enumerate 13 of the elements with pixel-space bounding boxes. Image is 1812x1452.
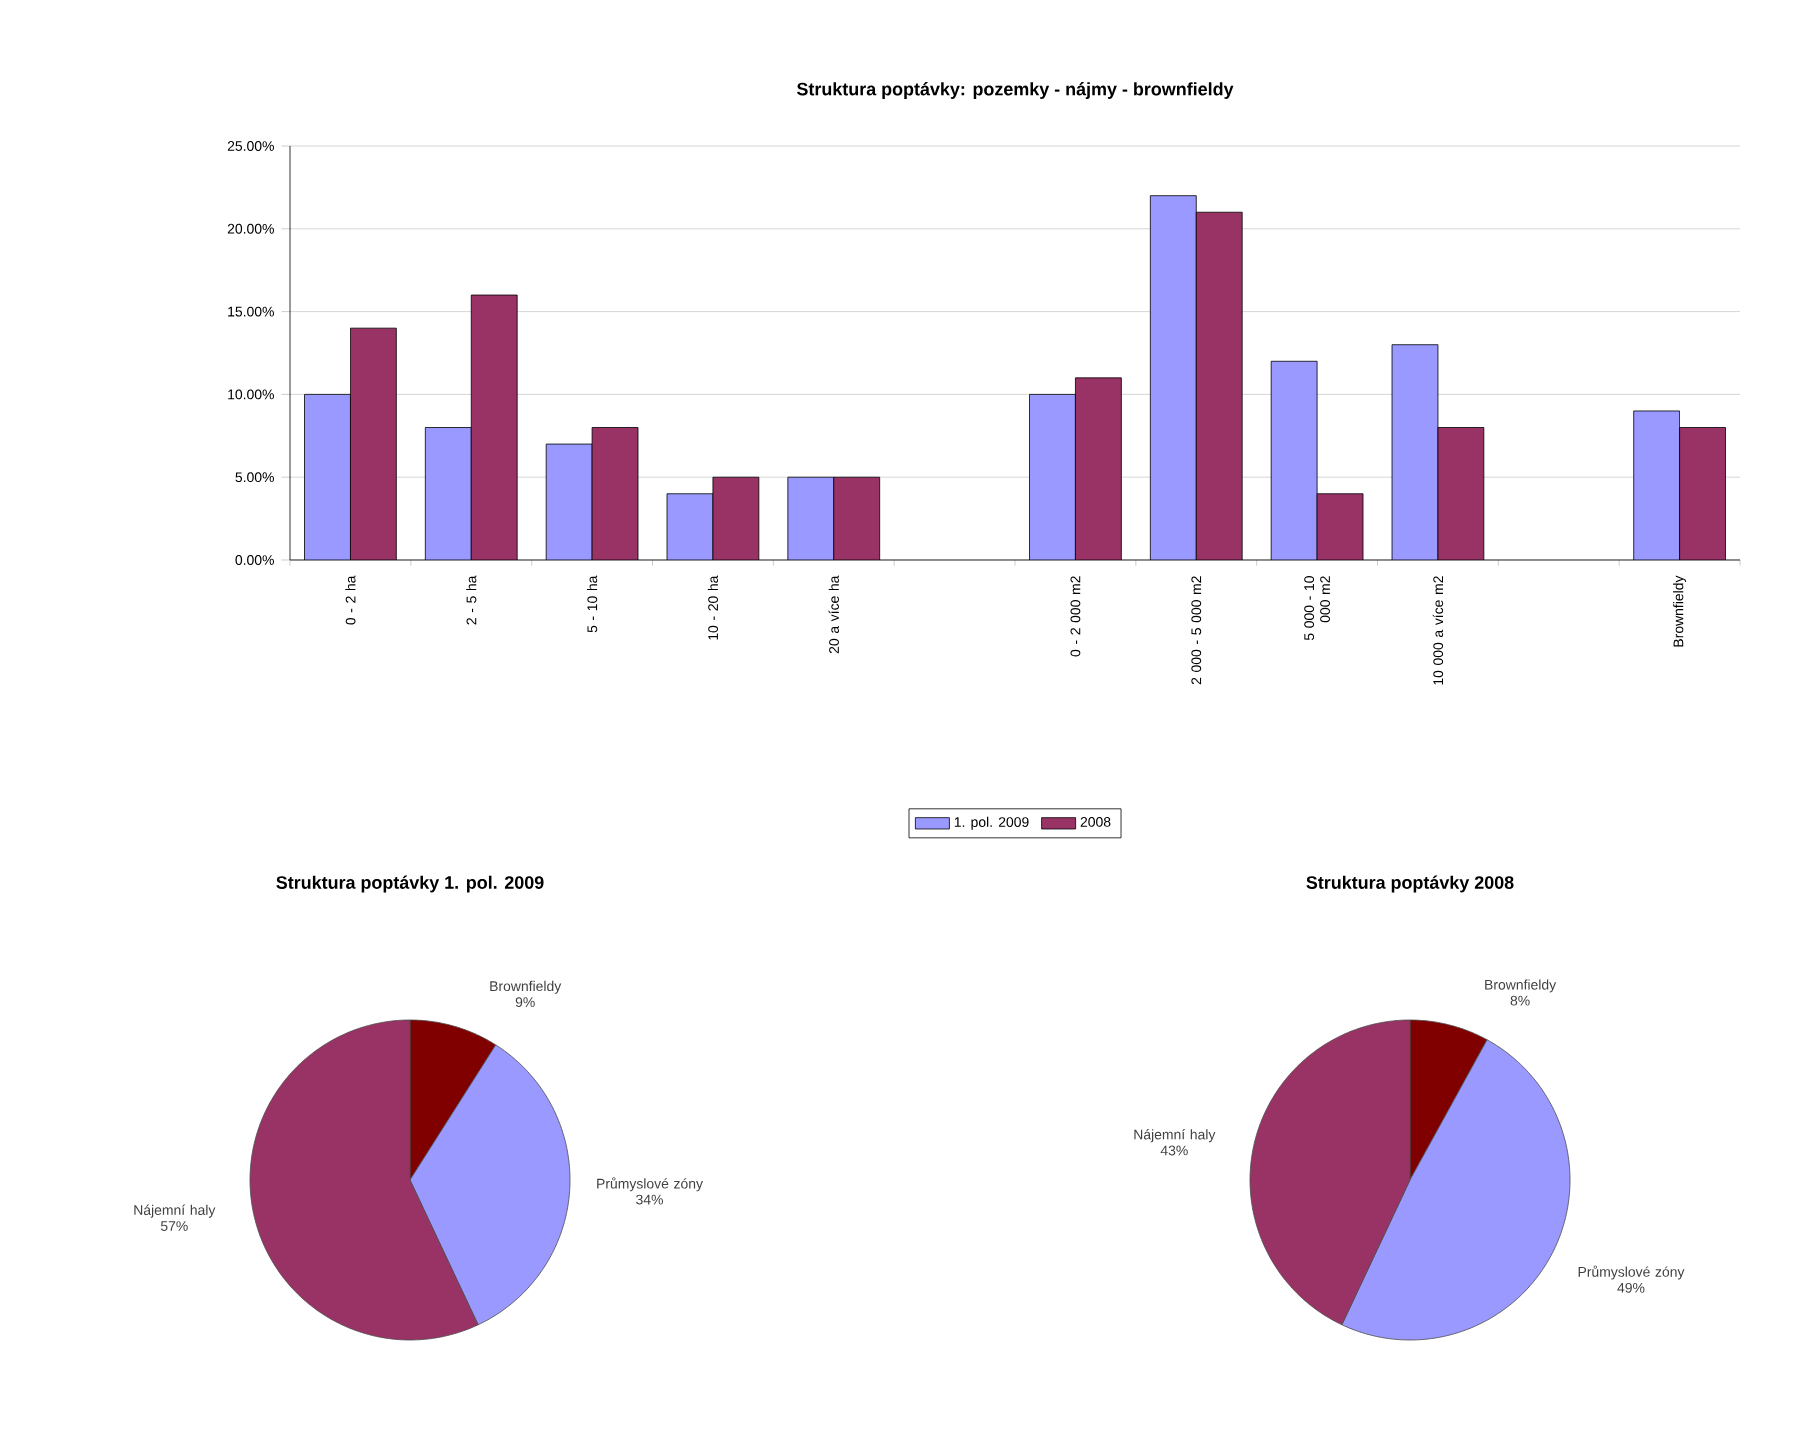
bar — [471, 295, 518, 560]
bar — [1317, 493, 1364, 560]
bar — [1075, 377, 1122, 560]
bar — [833, 477, 880, 560]
chart-title: Struktura poptávky 1. pol. 2009 — [276, 875, 544, 893]
bar — [712, 477, 759, 560]
bar — [592, 427, 639, 560]
bar — [1437, 427, 1484, 560]
chart-title: Struktura poptávky 2008 — [1306, 875, 1514, 893]
chart-title: Struktura poptávky: pozemky - nájmy - brownfieldy — [796, 82, 1234, 99]
bar — [1196, 212, 1243, 560]
bar — [350, 328, 397, 560]
bar — [1679, 427, 1726, 560]
